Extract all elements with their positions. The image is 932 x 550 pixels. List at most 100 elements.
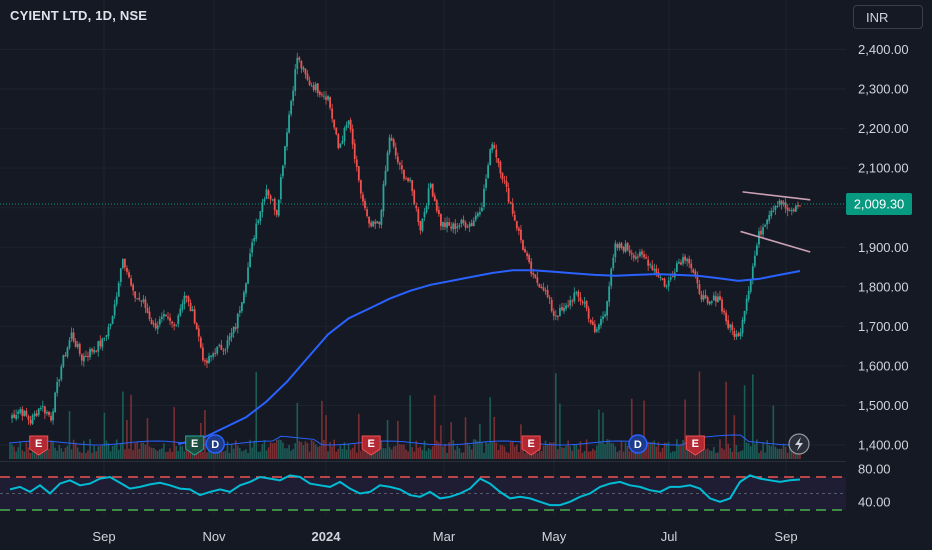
candle-body — [608, 286, 611, 302]
earnings-marker[interactable]: E — [29, 435, 49, 456]
volume-bar — [610, 443, 613, 459]
candle-body — [460, 219, 463, 225]
volume-bar — [269, 442, 272, 459]
candle-body — [493, 144, 496, 149]
volume-bar — [776, 448, 779, 459]
candle-body — [261, 202, 264, 213]
candle-body — [372, 221, 375, 227]
volume-bar — [774, 446, 777, 459]
earnings-marker[interactable]: E — [361, 435, 381, 456]
candle-body — [11, 415, 13, 419]
candle-body — [117, 283, 120, 297]
candle-body — [466, 226, 469, 228]
candle-body — [277, 199, 280, 216]
trendline[interactable] — [740, 230, 811, 253]
volume-bar — [247, 452, 249, 459]
candle-body — [645, 257, 648, 259]
candle-body — [429, 183, 432, 188]
candle-body — [454, 223, 457, 229]
candle-body — [600, 318, 602, 326]
candle-body — [649, 264, 652, 266]
candle-body — [661, 278, 664, 280]
volume-bar — [72, 439, 75, 459]
candle-body — [532, 272, 535, 275]
candle-body — [171, 321, 174, 324]
candle-body — [121, 259, 124, 269]
volume-bar — [358, 413, 360, 459]
candle-body — [154, 323, 157, 329]
candle-body — [680, 262, 682, 265]
volume-bar — [282, 442, 284, 459]
candle-body — [359, 180, 362, 194]
volume-bar — [417, 447, 420, 459]
volume-bar — [438, 442, 440, 459]
volume-bar — [637, 450, 639, 459]
candle-body — [760, 230, 762, 235]
volume-bar — [450, 422, 452, 459]
price-axis[interactable]: 2,400.002,300.002,200.002,100.002,000.00… — [858, 42, 909, 509]
rsi-pane[interactable] — [0, 461, 846, 511]
candle-body — [538, 283, 541, 288]
volume-bar — [399, 444, 401, 459]
volume-bar — [511, 441, 514, 459]
volume-bar — [177, 450, 180, 459]
earnings-marker[interactable]: E — [685, 435, 705, 456]
earnings-marker[interactable]: E — [521, 435, 541, 456]
candle-body — [56, 382, 59, 393]
candle-body — [772, 210, 775, 212]
volume-bar — [760, 450, 762, 459]
candle-body — [595, 329, 598, 332]
volume-bar — [756, 439, 758, 459]
volume-bar — [302, 445, 305, 459]
candle-body — [82, 355, 85, 362]
candle-body — [290, 100, 293, 115]
volume-bar — [154, 449, 157, 459]
volume-bar — [513, 446, 516, 459]
volume-bar — [148, 446, 151, 459]
earnings-marker[interactable]: E — [185, 435, 205, 456]
candle-body — [565, 305, 567, 309]
volume-bar — [782, 443, 785, 459]
volume-bar — [132, 450, 134, 459]
dividend-marker[interactable]: D — [628, 434, 648, 454]
volume-bar — [501, 445, 504, 459]
volume-bar — [185, 443, 188, 459]
candle-body — [745, 298, 748, 311]
volume-bar — [448, 442, 450, 459]
volume-bar — [175, 445, 178, 459]
candle-body — [325, 96, 327, 100]
volume-bar — [565, 445, 567, 459]
volume-bar — [522, 448, 524, 459]
candle-body — [126, 267, 128, 272]
candle-body — [651, 265, 654, 270]
candlestick-series[interactable] — [11, 52, 801, 426]
dividend-marker[interactable]: D — [205, 434, 225, 454]
volume-bar — [563, 447, 565, 459]
candle-body — [355, 159, 358, 167]
candle-body — [130, 278, 132, 286]
candle-body — [616, 244, 619, 248]
volume-bar — [171, 451, 173, 459]
volume-bar — [220, 445, 223, 459]
candle-body — [682, 257, 684, 264]
volume-bar — [124, 449, 126, 459]
candle-body — [561, 307, 563, 311]
candle-body — [245, 283, 247, 294]
currency-button[interactable]: INR — [853, 5, 923, 29]
candle-body — [197, 328, 200, 337]
candle-body — [575, 291, 578, 293]
volume-bar — [54, 447, 56, 459]
trendlines[interactable] — [740, 191, 811, 253]
trendline[interactable] — [742, 191, 811, 201]
volume-bar — [224, 450, 227, 459]
candle-body — [343, 127, 346, 142]
replay-icon[interactable] — [788, 433, 810, 455]
candle-body — [323, 95, 325, 97]
volume-bar — [66, 445, 69, 459]
candle-body — [396, 156, 399, 163]
candle-body — [517, 228, 520, 231]
time-axis[interactable]: Sep Nov 2024 Mar May Jul Sep — [92, 529, 797, 544]
candle-body — [719, 296, 721, 300]
